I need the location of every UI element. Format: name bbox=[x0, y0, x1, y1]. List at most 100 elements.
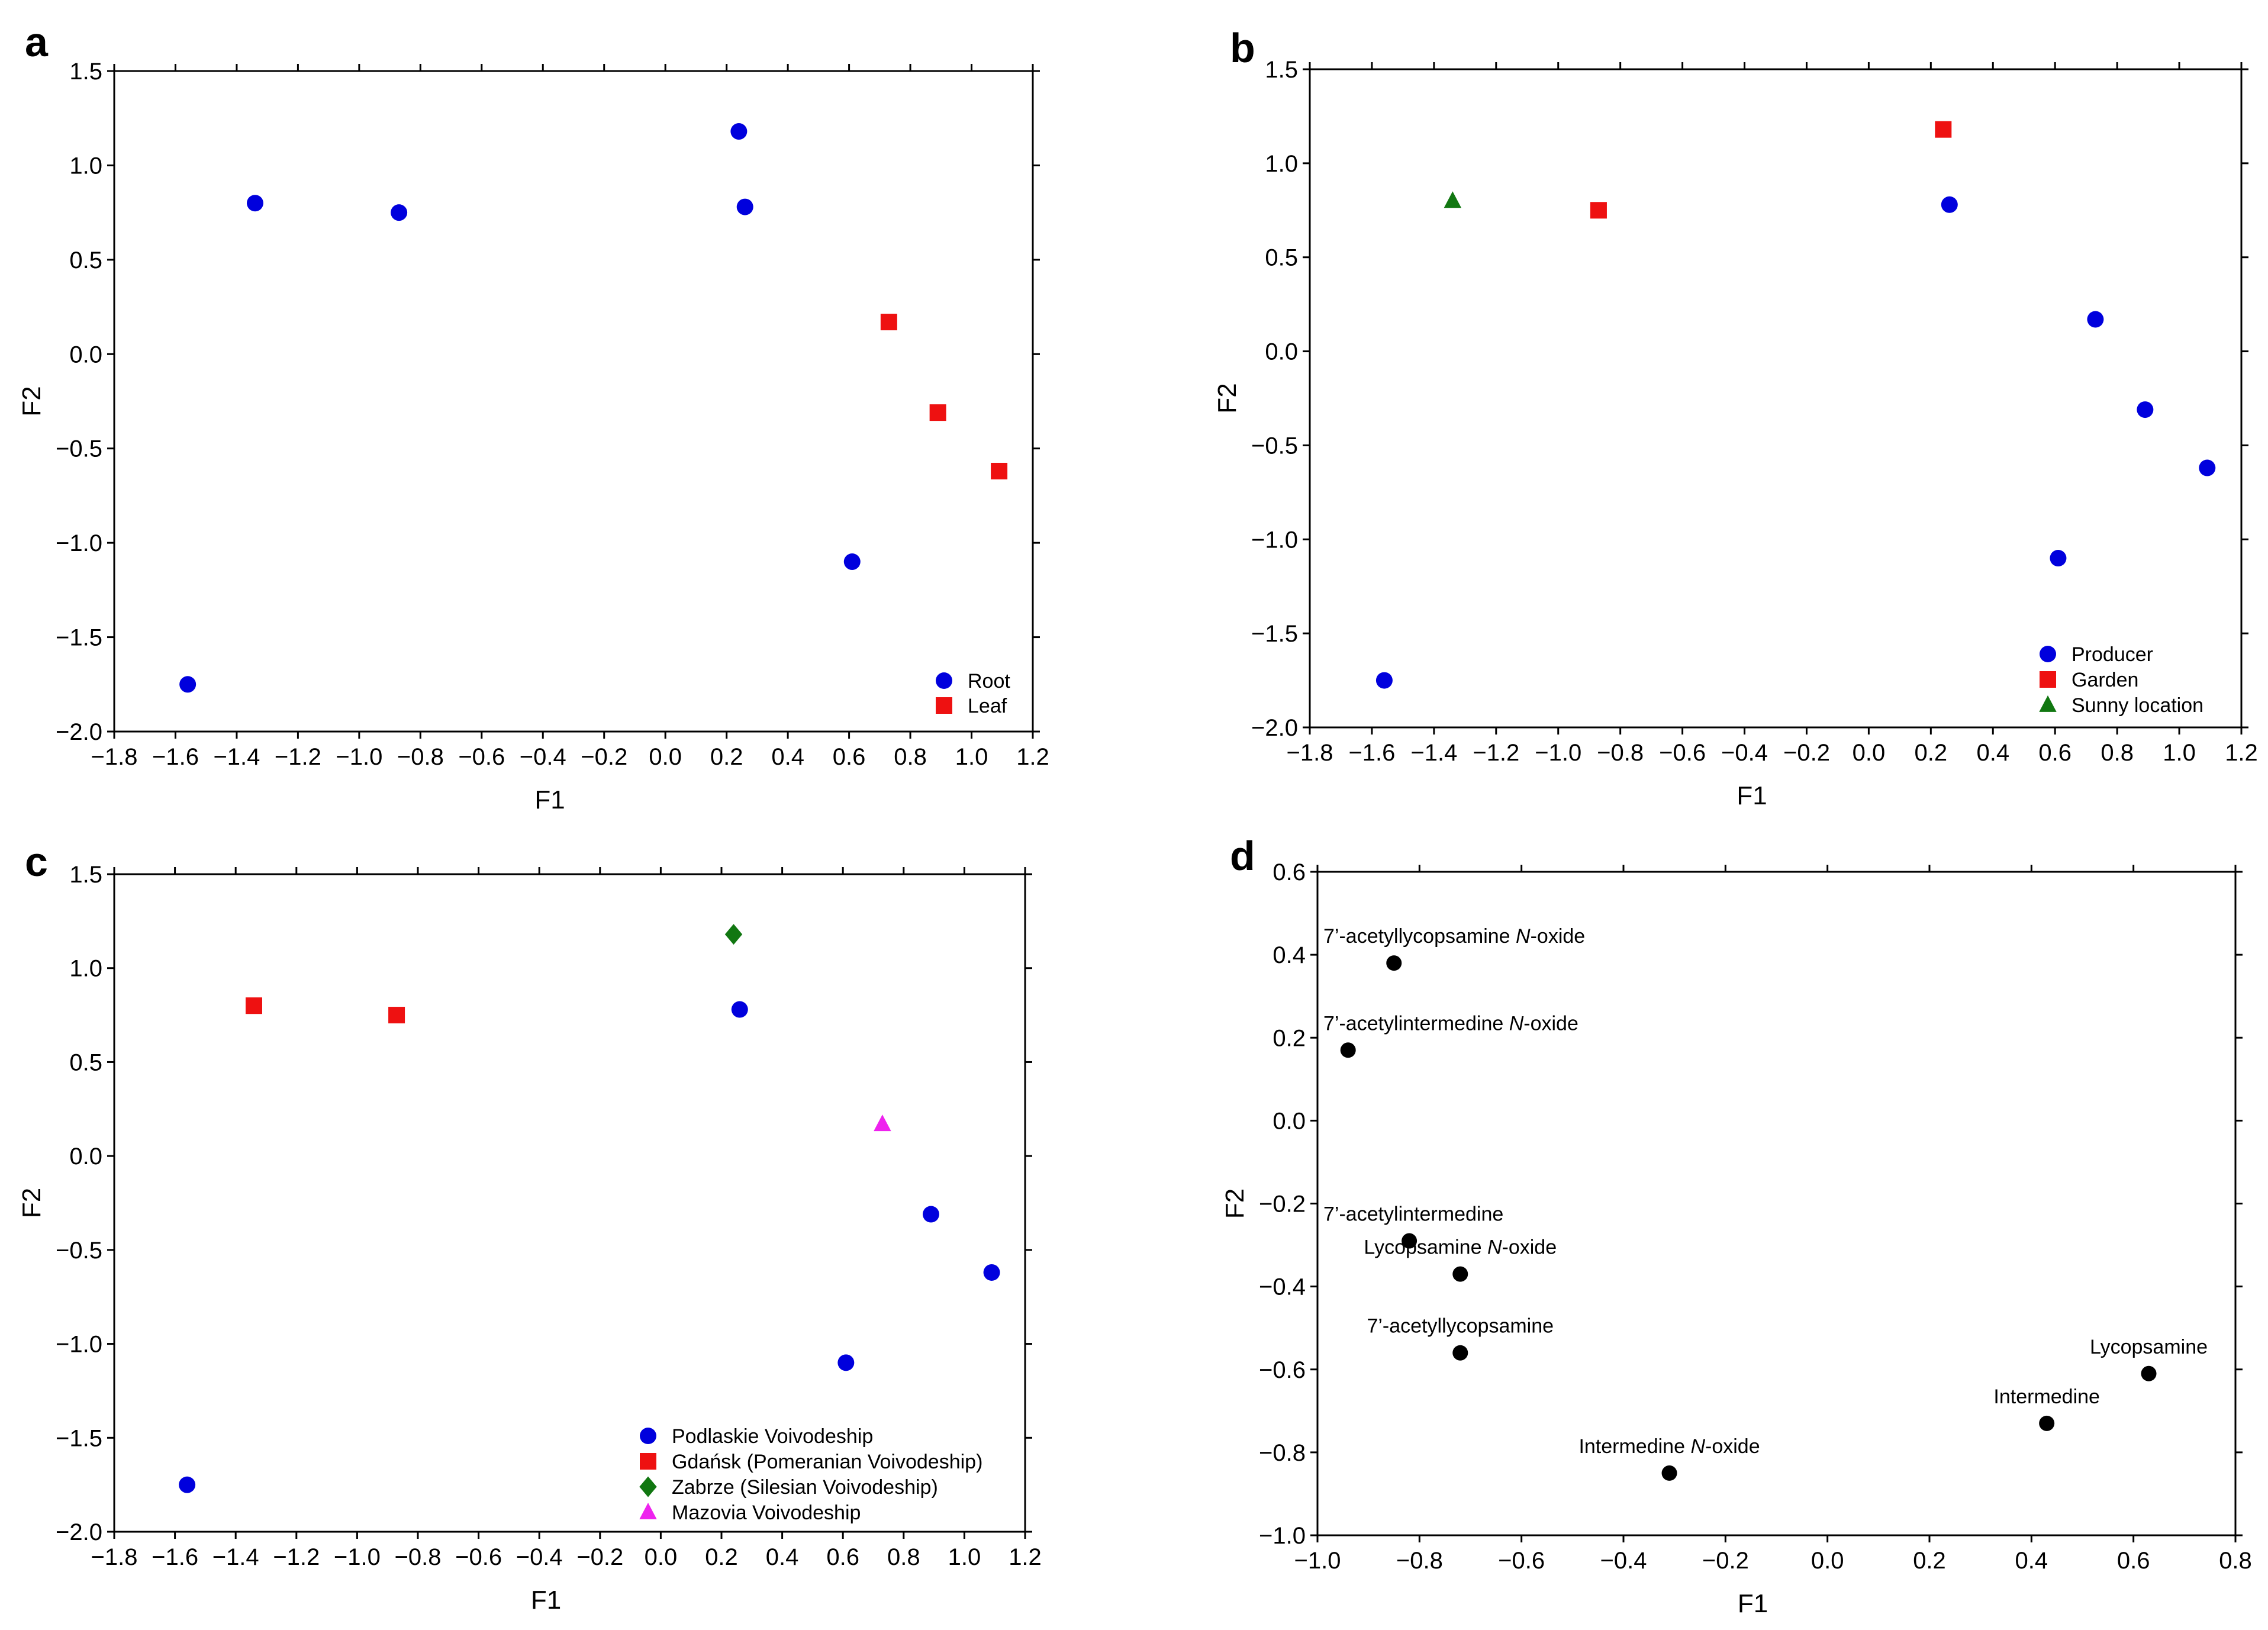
panel-c: c −1.8 −1.6 −1.4 −1.2 −1.0 −0.8 −0.6 −0.4 −0.2 0.0… bbox=[17, 839, 1042, 1615]
x-tick-label: −1.4 bbox=[213, 744, 260, 770]
y-tick-label: 1.0 bbox=[69, 153, 102, 179]
data-point bbox=[922, 1206, 939, 1223]
y-tick-label: 1.0 bbox=[69, 956, 102, 982]
panel-letter: d bbox=[1230, 833, 1255, 879]
point-label: Intermedine N-oxide bbox=[1578, 1435, 1760, 1458]
panel-letter: a bbox=[25, 19, 49, 65]
x-tick-label: −1.2 bbox=[275, 744, 321, 770]
y-tick-label: 0.5 bbox=[1265, 245, 1298, 271]
data-point bbox=[246, 195, 263, 212]
y-tick-label: 0.4 bbox=[1272, 942, 1306, 968]
data-point bbox=[388, 1007, 405, 1024]
data-point bbox=[2039, 1415, 2055, 1431]
point-label: 7’-acetylintermedine bbox=[1323, 1203, 1503, 1226]
x-tick-label: 0.6 bbox=[833, 744, 866, 770]
panel-letter: c bbox=[25, 839, 48, 885]
x-tick-label: 0.6 bbox=[826, 1544, 859, 1570]
x-tick-label: 1.2 bbox=[2225, 740, 2258, 766]
data-point bbox=[1590, 202, 1607, 219]
legend-label: Zabrze (Silesian Voivodeship) bbox=[672, 1476, 938, 1499]
x-tick-label: 1.2 bbox=[1016, 744, 1049, 770]
data-point bbox=[2141, 1365, 2157, 1381]
legend-label: Gdańsk (Pomeranian Voivodeship) bbox=[672, 1451, 982, 1473]
data-point bbox=[736, 198, 753, 215]
data-point bbox=[991, 462, 1008, 479]
x-tick-label: −0.8 bbox=[395, 1544, 442, 1570]
legend-marker bbox=[936, 672, 952, 689]
data-point bbox=[391, 204, 408, 221]
x-axis-label: F1 bbox=[531, 1586, 561, 1615]
y-tick-label: −0.5 bbox=[1251, 433, 1298, 459]
x-tick-label: −0.6 bbox=[455, 1544, 502, 1570]
x-tick-label: −1.8 bbox=[91, 744, 138, 770]
x-tick-label: 0.0 bbox=[1811, 1548, 1844, 1574]
x-tick-label: 0.8 bbox=[894, 744, 927, 770]
legend-label: Leaf bbox=[968, 695, 1007, 717]
data-point bbox=[880, 314, 897, 331]
x-tick-label: 1.0 bbox=[2163, 740, 2196, 766]
data-point bbox=[983, 1264, 1000, 1281]
data-point bbox=[843, 553, 861, 571]
legend-marker bbox=[640, 1428, 656, 1444]
x-tick-label: −1.4 bbox=[212, 1544, 259, 1570]
y-tick-label: 0.2 bbox=[1272, 1025, 1306, 1051]
panel-a: a −1.8 −1.6 −1.4 −1.2 −1.0 −0.8 −0.6 −0.4 −0.2 0.0… bbox=[17, 19, 1049, 814]
point-label: 7’-acetyllycopsamine bbox=[1367, 1315, 1554, 1338]
x-axis-label: F1 bbox=[534, 785, 565, 814]
y-tick-label: −1.0 bbox=[1251, 527, 1298, 553]
y-axis-label: F2 bbox=[17, 1188, 46, 1218]
x-tick-label: −1.6 bbox=[152, 1544, 198, 1570]
x-tick-label: −0.8 bbox=[1396, 1548, 1443, 1574]
data-point bbox=[1402, 1233, 1418, 1249]
y-tick-label: 1.0 bbox=[1265, 151, 1298, 177]
x-tick-label: −0.4 bbox=[1721, 740, 1768, 766]
legend-marker bbox=[2039, 695, 2057, 712]
legend-label: Producer bbox=[2072, 643, 2153, 666]
data-point bbox=[1444, 191, 1462, 208]
legend-label: Mazovia Voivodeship bbox=[672, 1502, 861, 1524]
x-tick-label: 1.2 bbox=[1009, 1544, 1042, 1570]
panel-b: b −1.8 −1.6 −1.4 −1.2 −1.0 −0.8 −0.6 −0.4 −0.2 0.0… bbox=[1213, 25, 2258, 810]
y-tick-label: −0.4 bbox=[1259, 1274, 1306, 1300]
data-point bbox=[1386, 955, 1402, 971]
y-axis-label: F2 bbox=[17, 386, 46, 416]
x-tick-label: −0.4 bbox=[520, 744, 566, 770]
legend-marker bbox=[2040, 646, 2056, 662]
y-axis-label: F2 bbox=[1220, 1188, 1249, 1219]
x-tick-label: 0.2 bbox=[1913, 1548, 1946, 1574]
point-label: Intermedine bbox=[1993, 1386, 2100, 1408]
plot-frame bbox=[113, 873, 1026, 1533]
x-tick-label: 0.8 bbox=[887, 1544, 920, 1570]
y-tick-label: 1.5 bbox=[69, 862, 102, 888]
y-tick-label: −0.2 bbox=[1259, 1191, 1306, 1217]
x-tick-label: 0.8 bbox=[2219, 1548, 2252, 1574]
y-tick-label: −0.5 bbox=[56, 436, 102, 462]
x-tick-label: −1.8 bbox=[91, 1544, 138, 1570]
data-point bbox=[2087, 311, 2104, 328]
data-point bbox=[2137, 401, 2154, 418]
legend-label: Sunny location bbox=[2072, 694, 2203, 717]
point-label: 7’-acetyllycopsamine N-oxide bbox=[1323, 925, 1585, 948]
y-tick-label: −2.0 bbox=[1251, 715, 1298, 741]
y-tick-label: 0.0 bbox=[1272, 1108, 1306, 1134]
y-tick-label: −0.5 bbox=[56, 1238, 102, 1264]
x-tick-label: 0.4 bbox=[766, 1544, 799, 1570]
y-tick-label: −2.0 bbox=[56, 719, 102, 745]
y-tick-label: −2.0 bbox=[56, 1519, 102, 1545]
x-tick-label: 0.2 bbox=[1915, 740, 1948, 766]
x-tick-label: −1.0 bbox=[334, 1544, 381, 1570]
x-tick-label: 0.6 bbox=[2117, 1548, 2150, 1574]
x-tick-label: −0.2 bbox=[1702, 1548, 1749, 1574]
x-tick-label: −0.4 bbox=[1600, 1548, 1647, 1574]
y-tick-label: 0.0 bbox=[69, 342, 102, 368]
x-tick-label: −1.0 bbox=[1535, 740, 1581, 766]
data-point bbox=[245, 997, 262, 1014]
x-tick-label: −0.2 bbox=[576, 1544, 623, 1570]
plot-frame bbox=[113, 70, 1034, 733]
y-tick-label: −1.5 bbox=[56, 1425, 102, 1451]
x-tick-label: −1.2 bbox=[1473, 740, 1519, 766]
data-point bbox=[1935, 121, 1952, 138]
x-tick-label: −0.8 bbox=[1597, 740, 1644, 766]
y-axis-label: F2 bbox=[1213, 383, 1242, 413]
x-tick-label: −1.0 bbox=[336, 744, 382, 770]
